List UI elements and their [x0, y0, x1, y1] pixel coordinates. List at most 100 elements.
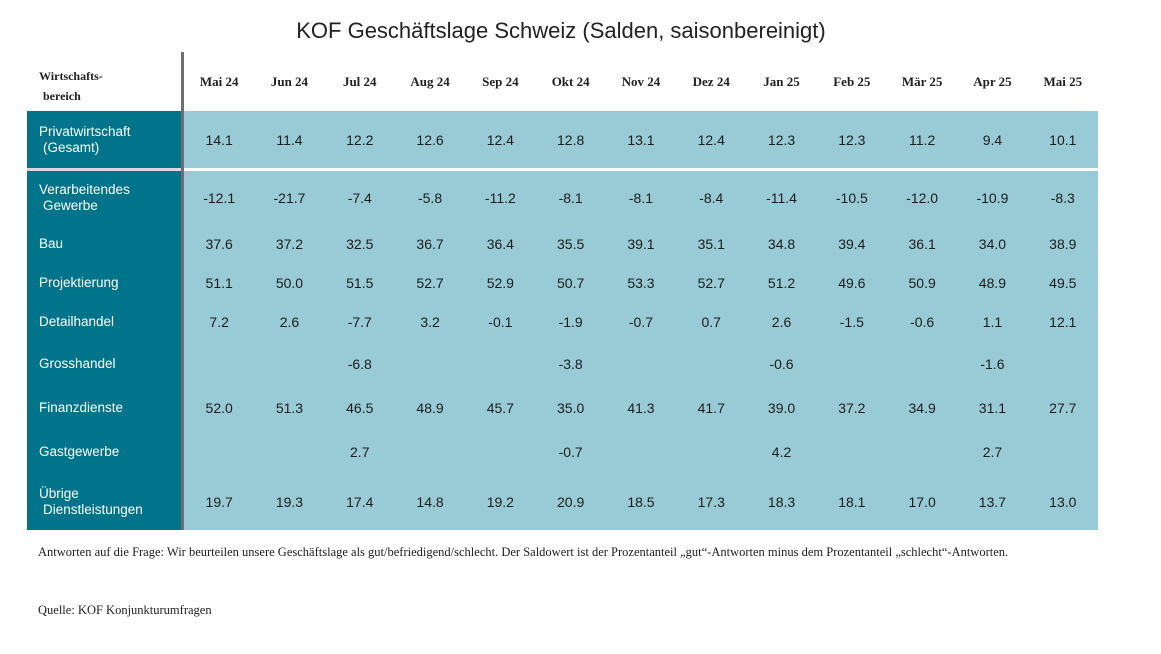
row-header-label-line: Wirtschafts- [39, 69, 103, 83]
table-cell: 36.4 [465, 224, 536, 263]
table-cell: 51.5 [324, 263, 395, 302]
table-cell: -8.4 [676, 171, 747, 224]
table-cell: -0.7 [535, 430, 606, 474]
table-cell [465, 342, 536, 386]
table-cell: -1.6 [957, 342, 1028, 386]
table-cell [184, 342, 255, 386]
table-cell: 49.5 [1027, 263, 1098, 302]
table-row: Verarbeitendes Gewerbe -12.1 -21.7 -7.4 -5.8-… [27, 171, 1098, 224]
row-label: Detailhandel [27, 302, 182, 342]
table-row: Detailhandel 7.2 2.6 -7.7 3.2 -0.1 -1.9 -0.7 0.7… [27, 302, 1098, 342]
table-cell: 48.9 [957, 263, 1028, 302]
row-label-line: Übrige [39, 486, 79, 501]
vertical-separator [181, 386, 185, 430]
chart-title: KOF Geschäftslage Schweiz (Salden, saiso… [296, 18, 826, 43]
column-header: Feb 25 [816, 52, 887, 111]
table-cell: 18.5 [605, 474, 677, 530]
table-cell [184, 430, 255, 474]
table-cell: -3.8 [535, 342, 606, 386]
table-cell: 12.8 [535, 111, 606, 168]
table-cell: 18.3 [746, 474, 817, 530]
column-header: Okt 24 [535, 52, 606, 111]
table-cell: -1.5 [816, 302, 887, 342]
table-cell: -7.4 [324, 171, 395, 224]
table-cell: 50.7 [535, 263, 606, 302]
group-separator [27, 168, 1098, 171]
header-row: Wirtschafts- bereich Mai 24 Jun 24 Jul 2… [27, 52, 1098, 111]
table-cell: -1.9 [535, 302, 606, 342]
table-cell: 17.4 [324, 474, 395, 530]
row-label: Gastgewerbe [27, 430, 182, 474]
table-cell: 53.3 [605, 263, 677, 302]
table-cell: 52.9 [465, 263, 536, 302]
table-row: Übrige Dienstleistungen 19.7 19.3 17.4 14.8 19… [27, 474, 1098, 530]
table-cell: 11.2 [886, 111, 958, 168]
table-cell: 35.5 [535, 224, 606, 263]
vertical-separator [181, 52, 185, 111]
table-cell: -10.9 [957, 171, 1028, 224]
table-cell: 12.1 [1027, 302, 1098, 342]
row-label-line: Gewerbe [43, 197, 98, 213]
table-cell: -0.6 [746, 342, 817, 386]
vertical-separator [181, 263, 185, 302]
table-cell [816, 342, 887, 386]
table-cell: 39.0 [746, 386, 817, 430]
table-cell [1027, 430, 1098, 474]
table-cell: 39.1 [605, 224, 677, 263]
vertical-separator [181, 302, 185, 342]
table-body: Privatwirtschaft (Gesamt) 14.1 11.4 12.2 12.6… [27, 111, 1098, 530]
table-cell: -8.3 [1027, 171, 1098, 224]
table-cell: 14.1 [184, 111, 255, 168]
table-cell: -12.0 [886, 171, 958, 224]
table-cell [605, 342, 677, 386]
table-cell: 12.3 [746, 111, 817, 168]
table-cell: 37.2 [254, 224, 325, 263]
table-cell: 2.6 [746, 302, 817, 342]
column-header: Jun 24 [254, 52, 325, 111]
table-cell [394, 430, 466, 474]
table-cell: 14.8 [394, 474, 466, 530]
row-label-line: Privatwirtschaft [39, 123, 131, 139]
table-cell: -0.7 [605, 302, 677, 342]
table-cell: 18.1 [816, 474, 887, 530]
table-cell: 35.1 [676, 224, 747, 263]
table-cell: 12.4 [465, 111, 536, 168]
column-header: Mai 24 [184, 52, 255, 111]
vertical-separator [181, 111, 185, 168]
column-header: Apr 25 [957, 52, 1028, 111]
table-cell: 2.7 [324, 430, 395, 474]
table-cell: 2.7 [957, 430, 1028, 474]
table-cell: 10.1 [1027, 111, 1098, 168]
group-separator-line [184, 168, 1098, 171]
table-cell: -6.8 [324, 342, 395, 386]
table-cell: -8.1 [535, 171, 606, 224]
table-cell [1027, 342, 1098, 386]
row-label: Finanzdienste [27, 386, 182, 430]
table-cell: 35.0 [535, 386, 606, 430]
table-cell: 37.6 [184, 224, 255, 263]
table-cell: 17.3 [676, 474, 747, 530]
row-label: Verarbeitendes Gewerbe [27, 171, 182, 224]
column-header: Dez 24 [676, 52, 747, 111]
table-row: Finanzdienste 52.0 51.3 46.5 48.9 45.7 35.0 41.… [27, 386, 1098, 430]
table-cell: 51.1 [184, 263, 255, 302]
table-cell: 2.6 [254, 302, 325, 342]
table-cell: 46.5 [324, 386, 395, 430]
row-label-line: Bau [39, 235, 64, 251]
table-cell: 34.9 [886, 386, 958, 430]
vertical-separator [181, 171, 185, 224]
row-label-line: (Gesamt) [43, 139, 100, 155]
table-cell: 19.2 [465, 474, 536, 530]
column-header: Jul 24 [324, 52, 395, 111]
table-cell: 9.4 [957, 111, 1028, 168]
vertical-separator [181, 168, 185, 171]
row-label-line: Finanzdienste [39, 400, 124, 415]
table-cell: 51.2 [746, 263, 817, 302]
table-cell [254, 430, 325, 474]
table-cell: 45.7 [465, 386, 536, 430]
table-cell [394, 342, 466, 386]
column-header: Nov 24 [605, 52, 677, 111]
table-cell: 13.0 [1027, 474, 1098, 530]
table-cell: 7.2 [184, 302, 255, 342]
row-label: Projektierung [27, 263, 182, 302]
